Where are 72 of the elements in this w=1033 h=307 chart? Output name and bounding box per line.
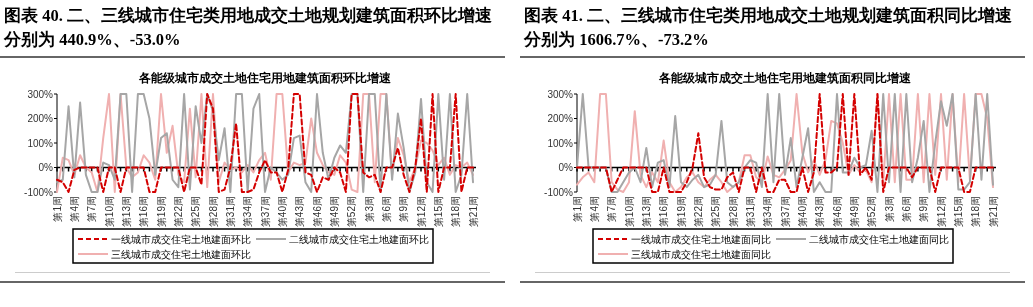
- x-tick-label: 第46周: [311, 196, 323, 228]
- y-tick-label: 0%: [558, 162, 574, 173]
- x-tick-label: 第40周: [276, 196, 288, 228]
- legend-label: 一线城市成交住宅土地建面同比: [631, 233, 771, 245]
- legend-label: 三线城市成交住宅土地建面环比: [111, 248, 251, 260]
- x-tick-label: 第52周: [346, 196, 358, 228]
- chart-subtitle: 各能级城市成交土地住宅用地建筑面积同比增速: [658, 71, 912, 85]
- legend-label: 二线城市成交住宅土地建面同比: [809, 233, 949, 245]
- x-tick-label: 第37周: [779, 196, 791, 228]
- x-tick-label: 第49周: [848, 196, 860, 228]
- x-tick-label: 第7周: [86, 196, 98, 222]
- legend-label: 三线城市成交住宅土地建面同比: [631, 248, 771, 260]
- x-tick-label: 第9周: [918, 196, 930, 222]
- x-tick-label: 第46周: [831, 196, 843, 228]
- line-series: [56, 93, 474, 193]
- x-tick-label: 第19周: [155, 196, 167, 228]
- x-tick-label: 第1周: [51, 196, 63, 222]
- chart-title: 图表 41. 二、三线城市住宅类用地成交土地规划建筑面积同比增速分别为 1606.7%、-73.2%: [524, 5, 1013, 51]
- x-tick-label: 第34周: [762, 196, 774, 228]
- legend-label: 二线城市成交住宅土地建面环比: [289, 233, 429, 245]
- y-tick-label: 300%: [27, 88, 54, 100]
- x-tick-label: 第22周: [692, 196, 704, 228]
- x-tick-label: 第10周: [103, 196, 115, 228]
- x-tick-label: 第28周: [207, 196, 219, 228]
- x-tick-label: 第4周: [588, 196, 600, 222]
- x-tick-label: 第25周: [190, 196, 202, 228]
- x-tick-label: 第13周: [640, 196, 652, 228]
- x-tick-label: 第6周: [380, 196, 392, 222]
- x-tick-label: 第1周: [571, 196, 583, 222]
- x-tick-label: 第3周: [883, 196, 895, 222]
- x-tick-label: 第19周: [675, 196, 687, 228]
- y-tick-label: 300%: [547, 88, 574, 100]
- x-tick-label: 第16周: [658, 196, 670, 228]
- x-tick-label: 第31周: [224, 196, 236, 228]
- x-tick-label: 第49周: [328, 196, 340, 228]
- legend-label: 一线城市成交住宅土地建面环比: [111, 233, 251, 245]
- x-tick-label: 第10周: [623, 196, 635, 228]
- x-tick-label: 第18周: [450, 196, 462, 228]
- x-tick-label: 第15周: [432, 196, 444, 228]
- x-tick-label: 第22周: [172, 196, 184, 228]
- y-tick-label: 100%: [547, 137, 574, 149]
- y-tick-label: 200%: [547, 113, 574, 124]
- x-tick-label: 第40周: [796, 196, 808, 228]
- x-tick-label: 第3周: [363, 196, 375, 222]
- chart-title: 图表 40. 二、三线城市住宅类用地成交土地规划建筑面积环比增速分别为 440.9%、-53.0%: [4, 5, 493, 51]
- x-tick-label: 第9周: [398, 196, 410, 222]
- x-tick-label: 第12周: [415, 196, 427, 228]
- x-tick-label: 第52周: [866, 196, 878, 228]
- x-tick-label: 第37周: [259, 196, 271, 228]
- x-tick-label: 第15周: [952, 196, 964, 228]
- x-tick-label: 第7周: [606, 196, 618, 222]
- x-tick-label: 第13周: [120, 196, 132, 228]
- y-tick-label: 200%: [27, 113, 54, 124]
- y-tick-label: 100%: [27, 137, 54, 149]
- y-tick-label: 0%: [38, 162, 54, 173]
- x-tick-label: 第16周: [138, 196, 150, 228]
- x-tick-label: 第31周: [744, 196, 756, 228]
- x-tick-label: 第12周: [935, 196, 947, 228]
- x-tick-label: 第34周: [242, 196, 254, 228]
- x-tick-label: 第28周: [727, 196, 739, 228]
- x-tick-label: 第43周: [814, 196, 826, 228]
- y-tick-label: -100%: [544, 186, 574, 198]
- x-tick-label: 第18周: [970, 196, 982, 228]
- x-tick-label: 第4周: [68, 196, 80, 222]
- x-tick-label: 第43周: [294, 196, 306, 228]
- x-tick-label: 第25周: [710, 196, 722, 228]
- x-tick-label: 第21周: [467, 196, 479, 228]
- y-tick-label: -100%: [24, 186, 54, 198]
- line-series: [576, 93, 994, 193]
- chart-subtitle: 各能级城市成交土地住宅用地建筑面积环比增速: [138, 71, 392, 85]
- x-tick-label: 第6周: [900, 196, 912, 222]
- x-tick-label: 第21周: [987, 196, 999, 228]
